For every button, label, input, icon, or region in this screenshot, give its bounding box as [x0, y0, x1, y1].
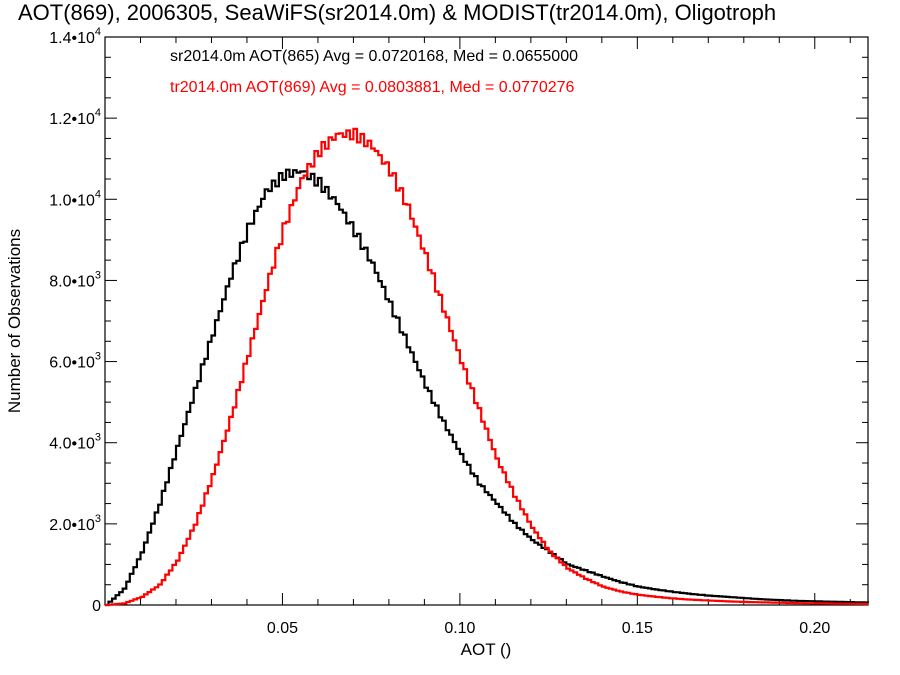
- y-tick-label: 1.2•104: [49, 107, 101, 128]
- y-tick-mantissa: 6.0•10: [49, 355, 95, 372]
- series-line-tr2014: [105, 127, 868, 607]
- y-tick-exponent: 4: [95, 107, 101, 119]
- y-tick-exponent: 4: [95, 188, 101, 200]
- y-tick-label: 4.0•103: [49, 432, 101, 453]
- y-tick-label: 1.0•104: [49, 188, 101, 209]
- x-tick-label: 0.20: [799, 620, 830, 637]
- y-tick-label: 8.0•103: [49, 269, 101, 290]
- y-tick-mantissa: 0: [92, 598, 101, 615]
- y-tick-exponent: 3: [95, 269, 101, 281]
- y-tick-label: 1.4•104: [49, 26, 101, 47]
- y-tick-mantissa: 2.0•10: [49, 517, 95, 534]
- series-layer: [105, 127, 870, 607]
- y-tick-exponent: 3: [95, 513, 101, 525]
- y-tick-label: 6.0•103: [49, 351, 101, 372]
- y-tick-mantissa: 1.0•10: [49, 192, 95, 209]
- legend: sr2014.0m AOT(865) Avg = 0.0720168, Med …: [170, 48, 578, 96]
- y-tick-mantissa: 1.4•10: [49, 30, 95, 47]
- y-tick-label: 0: [92, 598, 101, 615]
- plot-area: 0.05 0.10 0.15 0.2002.0•1034.0•1036.0•1038.…: [49, 26, 870, 637]
- series-line-sr2014: [105, 168, 870, 607]
- y-tick-label: 2.0•103: [49, 513, 101, 534]
- y-tick-exponent: 4: [95, 26, 101, 38]
- y-tick-mantissa: 8.0•10: [49, 273, 95, 290]
- x-tick-label: 0.15: [622, 620, 653, 637]
- y-tick-mantissa: 1.2•10: [49, 111, 95, 128]
- x-tick-label: 0.05: [267, 620, 298, 637]
- x-axis-label: AOT (): [461, 640, 512, 659]
- y-tick-mantissa: 4.0•10: [49, 436, 95, 453]
- y-tick-exponent: 3: [95, 432, 101, 444]
- chart-title: AOT(869), 2006305, SeaWiFS(sr2014.0m) & …: [18, 0, 776, 25]
- x-tick-label: 0.10: [444, 620, 475, 637]
- legend-entry-sr2014: sr2014.0m AOT(865) Avg = 0.0720168, Med …: [170, 48, 578, 65]
- legend-entry-tr2014: tr2014.0m AOT(869) Avg = 0.0803881, Med …: [170, 79, 575, 96]
- y-tick-exponent: 3: [95, 351, 101, 363]
- axis-ticks: 0.05 0.10 0.15 0.2002.0•1034.0•1036.0•1038.…: [49, 26, 868, 637]
- y-axis-label: Number of Observations: [5, 229, 24, 413]
